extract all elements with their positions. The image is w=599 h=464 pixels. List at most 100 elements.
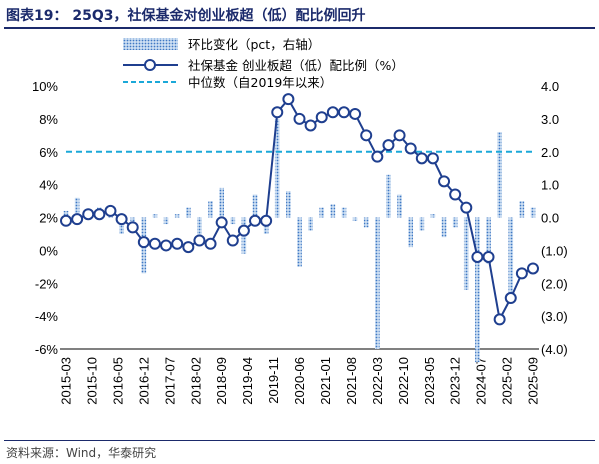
bar-mark	[341, 207, 347, 218]
bar-mark	[185, 207, 191, 218]
x-axis-tick-label: 2020-06	[292, 357, 307, 405]
x-axis-tick-label: 2022-03	[370, 357, 385, 405]
left-axis-tick-label: 2%	[39, 211, 58, 226]
title-rule	[4, 27, 595, 29]
ratio-point	[382, 139, 395, 152]
x-axis-tick-label: 2019-11	[266, 357, 281, 404]
ratio-point	[249, 214, 262, 227]
right-axis-tick-label: (4.0)	[541, 342, 568, 357]
bar-mark	[119, 217, 124, 234]
bar-series	[63, 118, 536, 363]
ratio-point	[104, 204, 117, 217]
ratio-point	[126, 221, 139, 234]
left-axis-tick-label: 8%	[39, 112, 58, 127]
ratio-point	[93, 208, 106, 221]
bar-mark	[530, 207, 536, 218]
ratio-point	[393, 129, 406, 142]
ratio-point	[271, 106, 284, 119]
ratio-point	[60, 214, 72, 227]
bar-mark	[297, 217, 302, 267]
bar-mark	[230, 217, 236, 225]
right-axis-tick-label: (3.0)	[541, 309, 568, 324]
source-note: 资料来源：Wind，华泰研究	[6, 446, 157, 460]
bar-mark	[219, 187, 225, 218]
ratio-point	[371, 150, 384, 163]
bar-mark	[430, 214, 436, 218]
ratio-point	[171, 237, 184, 250]
ratio-point	[404, 142, 417, 155]
ratio-point	[515, 267, 528, 280]
bar-mark	[397, 194, 402, 218]
bar-mark	[374, 217, 380, 349]
ratio-point	[315, 111, 328, 124]
x-axis-tick-label: 2024-07	[474, 357, 489, 405]
figure-title: 图表19： 25Q3，社保基金对创业板超（低）配比例回升	[6, 8, 366, 24]
bar-mark	[463, 217, 469, 290]
bar-mark	[152, 214, 158, 218]
left-axis-tick-label: -6%	[35, 342, 59, 357]
bar-mark	[274, 118, 280, 218]
ratio-point	[438, 175, 451, 188]
x-axis-tick-label: 2021-01	[318, 357, 333, 405]
x-axis-tick-label: 2015-03	[59, 357, 74, 405]
bar-mark	[363, 217, 369, 228]
ratio-point	[527, 262, 539, 275]
ratio-point	[304, 119, 317, 132]
x-axis-tick-label: 2025-02	[500, 357, 515, 405]
ratio-line-series	[60, 93, 539, 326]
left-axis-tick-label: 6%	[39, 145, 58, 160]
ratio-point	[282, 93, 295, 106]
bar-mark	[486, 217, 491, 264]
bar-mark	[308, 217, 313, 231]
legend-line-marker	[144, 59, 156, 71]
ratio-point	[360, 129, 373, 142]
ratio-point	[160, 239, 173, 252]
ratio-point	[471, 250, 484, 263]
right-axis-tick-label: (2.0)	[541, 276, 568, 291]
ratio-point	[204, 237, 217, 250]
bar-mark	[163, 217, 169, 225]
x-axis-tick-label: 2022-10	[396, 357, 411, 405]
x-axis-tick-label: 2025-09	[526, 357, 541, 405]
x-axis-tick-label: 2015-10	[84, 357, 99, 405]
ratio-point	[193, 234, 206, 247]
chart-legend: 环比变化（pct，右轴） 社保基金 创业板超（低）配比例（%） 中位数（自201…	[123, 37, 404, 90]
left-axis-tick-label: -4%	[35, 309, 59, 324]
bar-mark	[352, 217, 358, 221]
x-axis-tick-label: 2018-02	[188, 357, 203, 405]
ratio-point	[115, 213, 128, 226]
bar-mark	[441, 217, 447, 238]
right-axis-tick-label: 0.0	[541, 211, 559, 226]
bar-mark	[252, 194, 258, 218]
ratio-point	[293, 112, 306, 125]
ratio-point	[182, 241, 195, 254]
right-axis-tick-label: 1.0	[541, 178, 559, 193]
x-axis-tick-label: 2016-12	[136, 357, 151, 405]
bar-mark	[408, 217, 414, 248]
ratio-point	[226, 234, 239, 247]
ratio-point	[137, 236, 150, 249]
bar-mark	[319, 207, 325, 218]
bar-mark	[330, 204, 336, 218]
ratio-point	[426, 152, 439, 165]
ratio-point	[82, 208, 95, 221]
ratio-point	[215, 216, 228, 229]
bar-mark	[63, 210, 69, 218]
bar-mark	[519, 201, 525, 218]
left-axis-tick-label: 10%	[32, 79, 58, 94]
source-rule	[4, 440, 595, 441]
ratio-point	[504, 292, 517, 305]
x-axis-tick-label: 2019-04	[240, 357, 255, 405]
x-axis-tick-label: 2018-09	[214, 357, 229, 405]
ratio-point	[460, 201, 473, 214]
bar-mark	[386, 174, 391, 218]
bar-mark	[419, 217, 425, 231]
bar-mark	[208, 201, 213, 218]
ratio-point	[415, 152, 428, 165]
ratio-point	[148, 237, 161, 250]
ratio-point	[337, 106, 350, 119]
ratio-point	[493, 313, 506, 326]
right-axis-tick-label: 4.0	[541, 79, 559, 94]
legend-median-label: 中位数（自2019年以来）	[188, 75, 332, 90]
